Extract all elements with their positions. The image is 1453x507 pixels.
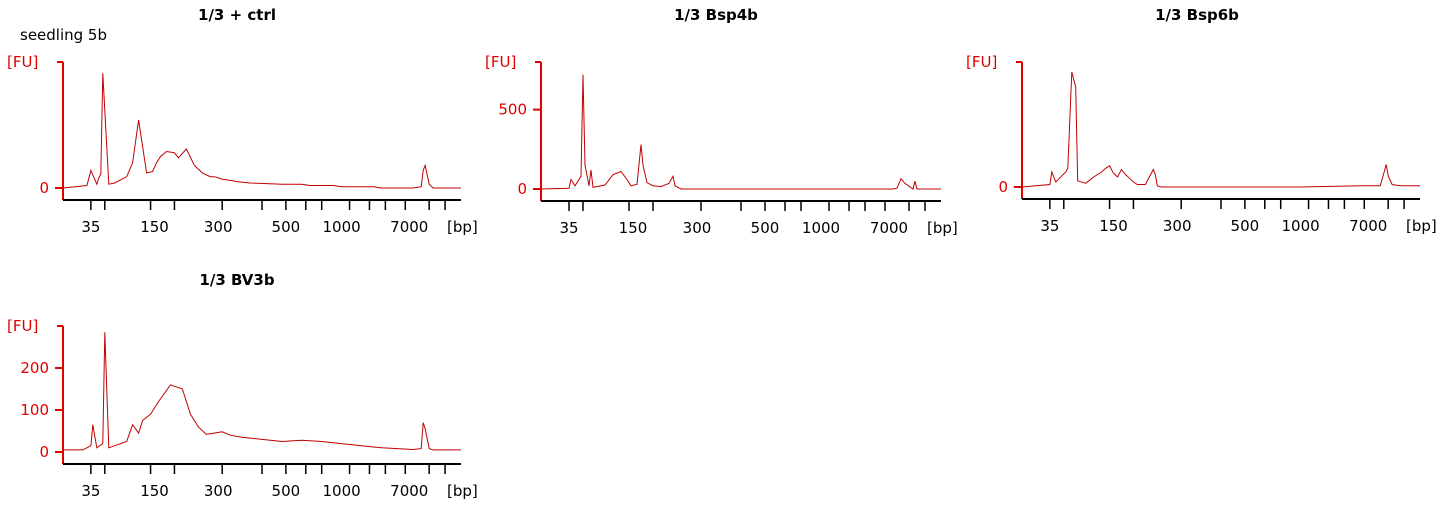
chart-panel-ctrl: 1/3 + ctrl [FU] 0 35 150 300 500 1000 7000 [bp] bbox=[7, 6, 478, 236]
x-tick-label: 150 bbox=[619, 219, 648, 237]
chart-panel-bv3b: 1/3 BV3b [FU] 0 100 200 35 150 300 500 1000 7000 [b… bbox=[7, 271, 478, 500]
x-tick-label: 500 bbox=[272, 218, 301, 236]
y-unit-label: [FU] bbox=[7, 317, 38, 335]
chart-panel-bsp4b: 1/3 Bsp4b [FU] 0 500 35 150 300 500 1000 7000 [bp] bbox=[485, 6, 958, 237]
y-tick-label: 200 bbox=[20, 359, 49, 377]
x-tick-label: 500 bbox=[272, 482, 301, 500]
x-tick-label: 1000 bbox=[323, 482, 361, 500]
x-tick-label: 300 bbox=[204, 482, 233, 500]
x-tick-label: 35 bbox=[559, 219, 578, 237]
chart-title: 1/3 Bsp4b bbox=[674, 6, 758, 24]
x-tick-label: 1000 bbox=[802, 219, 840, 237]
y-tick-label: 100 bbox=[20, 401, 49, 419]
x-tick-label: 500 bbox=[751, 219, 780, 237]
sample-annotation: seedling 5b bbox=[20, 26, 107, 44]
x-tick-label: 35 bbox=[81, 482, 100, 500]
x-tick-label: 150 bbox=[1099, 217, 1128, 235]
y-unit-label: [FU] bbox=[966, 53, 997, 71]
chart-title: 1/3 + ctrl bbox=[198, 6, 276, 24]
chart-title: 1/3 Bsp6b bbox=[1155, 6, 1239, 24]
chart-panel-bsp6b: 1/3 Bsp6b [FU] 0 35 150 300 500 1000 7000 [bp] bbox=[966, 6, 1437, 235]
x-tick-label: 7000 bbox=[1349, 217, 1387, 235]
chart-title: 1/3 BV3b bbox=[199, 271, 274, 289]
x-unit-label: [bp] bbox=[927, 219, 958, 237]
trace-line bbox=[1021, 71, 1420, 188]
trace-line bbox=[540, 74, 941, 190]
x-tick-label: 300 bbox=[683, 219, 712, 237]
x-tick-label: 300 bbox=[1163, 217, 1192, 235]
x-tick-label: 35 bbox=[81, 218, 100, 236]
x-tick-label: 35 bbox=[1040, 217, 1059, 235]
y-tick-label: 0 bbox=[998, 178, 1008, 196]
y-unit-label: [FU] bbox=[7, 53, 38, 71]
y-tick-label: 0 bbox=[39, 179, 49, 197]
x-tick-label: 1000 bbox=[1282, 217, 1320, 235]
x-tick-label: 150 bbox=[140, 218, 169, 236]
x-tick-label: 1000 bbox=[323, 218, 361, 236]
x-tick-label: 150 bbox=[140, 482, 169, 500]
x-unit-label: [bp] bbox=[447, 482, 478, 500]
trace-line bbox=[62, 73, 461, 189]
x-tick-label: 7000 bbox=[870, 219, 908, 237]
y-tick-label: 500 bbox=[498, 101, 527, 119]
y-tick-label: 0 bbox=[39, 443, 49, 461]
x-tick-label: 7000 bbox=[390, 218, 428, 236]
x-unit-label: [bp] bbox=[1406, 217, 1437, 235]
x-tick-label: 500 bbox=[1231, 217, 1260, 235]
x-tick-label: 7000 bbox=[390, 482, 428, 500]
x-tick-label: 300 bbox=[204, 218, 233, 236]
y-tick-label: 0 bbox=[517, 180, 527, 198]
y-unit-label: [FU] bbox=[485, 53, 516, 71]
x-unit-label: [bp] bbox=[447, 218, 478, 236]
trace-line bbox=[63, 332, 461, 451]
